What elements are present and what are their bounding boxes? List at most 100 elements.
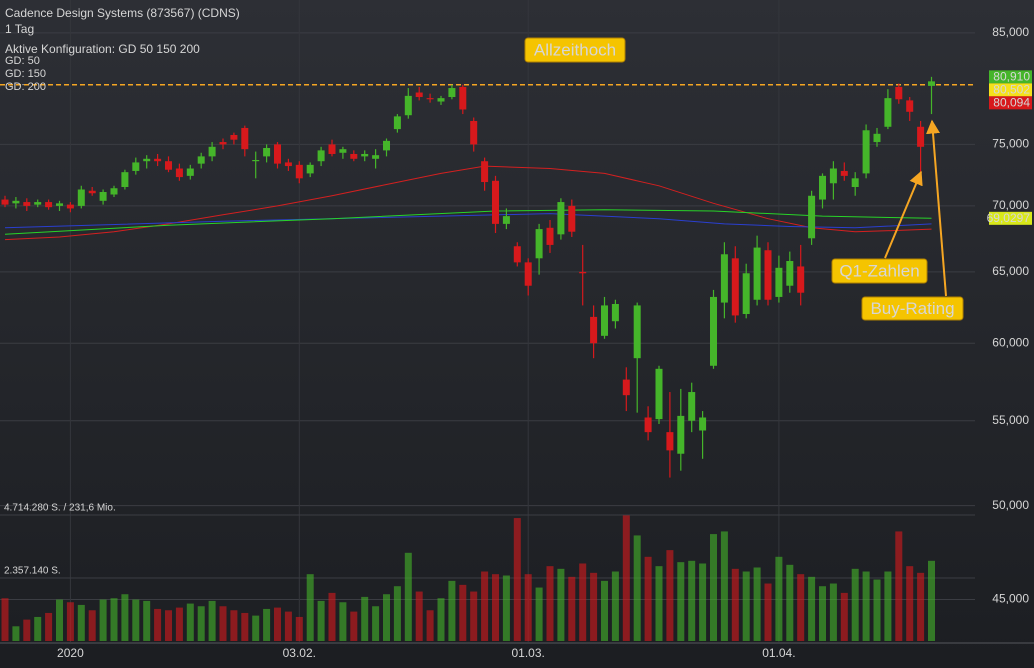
candle-body <box>56 203 63 206</box>
candle-body <box>862 130 870 174</box>
overlay: 85,000 75,000 70,000 65,000 60,000 55,000 50,0… <box>4 25 1032 660</box>
x-tick-label: 03.02. <box>283 646 316 660</box>
volume-bar <box>219 606 227 641</box>
legend-entry: GD: 150 <box>5 68 46 80</box>
volume-bar <box>699 563 707 641</box>
volume-bar <box>23 619 31 641</box>
volume-bar <box>873 579 881 641</box>
volume-bar <box>502 575 510 641</box>
candle-body <box>557 202 565 235</box>
volume-bar <box>884 571 892 641</box>
volume-bar <box>710 534 717 641</box>
price-label: 69,0297 <box>987 211 1031 225</box>
candle-body <box>546 227 554 245</box>
volume-bar <box>829 583 837 641</box>
volume-bar <box>568 576 576 641</box>
volume-bar <box>840 592 848 641</box>
volume-bar <box>579 563 587 641</box>
x-tick-label: 01.04. <box>762 646 795 660</box>
candle-body <box>797 266 805 293</box>
volume-bar <box>263 608 271 641</box>
volume-bar <box>12 626 20 641</box>
volume-bar <box>481 571 489 641</box>
candle-body <box>219 142 227 145</box>
candle-body <box>274 144 281 164</box>
volume-bar <box>328 592 336 641</box>
candle-body <box>611 304 619 322</box>
candle-body <box>415 92 423 98</box>
candle-body <box>851 178 859 188</box>
legend-entry: GD: 50 <box>5 55 40 67</box>
volume-bar <box>459 584 467 641</box>
candle-body <box>710 296 717 366</box>
volume-bar <box>557 568 565 641</box>
candle-body <box>110 188 118 195</box>
volume-bar <box>143 600 151 641</box>
annotation-arrow <box>926 119 947 297</box>
candle-body <box>121 172 129 188</box>
candle-body <box>906 100 914 112</box>
candle-body <box>12 200 20 204</box>
candle-body <box>252 160 260 162</box>
volume-bar <box>720 531 728 641</box>
candle-body <box>154 158 162 162</box>
y-tick-label: 75,000 <box>992 137 1029 151</box>
candle-body <box>470 120 478 145</box>
volume-bar <box>1 598 9 641</box>
volume-bar <box>470 591 478 641</box>
volume-bar <box>121 594 129 641</box>
moving-average <box>4 213 932 229</box>
candle-body <box>513 246 521 263</box>
volume-bar <box>742 571 750 641</box>
volume-bar <box>415 591 423 641</box>
candle-body <box>404 95 412 116</box>
candle-body <box>77 189 85 206</box>
volume-bar <box>175 607 183 641</box>
volume-bar <box>622 515 630 641</box>
volume-bar <box>241 612 249 641</box>
candle-body <box>917 126 925 147</box>
price-label: 80,094 <box>993 96 1030 110</box>
volume-bar <box>88 610 96 641</box>
volume-bar <box>688 560 696 641</box>
candle-body <box>34 202 42 205</box>
volume-bar <box>34 616 42 641</box>
candle-body <box>99 191 107 201</box>
volume-bar <box>99 599 107 641</box>
candle-body <box>633 305 641 359</box>
chart-title: Cadence Design Systems (873567) (CDNS) <box>5 6 240 20</box>
volume-bar <box>372 606 380 641</box>
candle-body <box>775 267 783 297</box>
legend-entry: GD: 200 <box>5 81 46 93</box>
candle-body <box>175 168 183 178</box>
y-tick-label: 55,000 <box>992 413 1029 427</box>
moving-average <box>4 209 932 235</box>
candle-body <box>579 271 587 274</box>
volume-bar <box>513 518 521 641</box>
candle-body <box>688 392 696 421</box>
volume-bar <box>644 556 652 641</box>
y-tick-label: 60,000 <box>992 335 1029 349</box>
volume-bar <box>56 599 63 641</box>
candle-body <box>731 258 739 316</box>
candle-body <box>66 204 74 209</box>
volume-bar <box>448 580 456 641</box>
volume-bar <box>426 610 434 641</box>
candle-body <box>350 153 358 159</box>
volume-bar <box>77 604 85 641</box>
volume-bar <box>66 602 74 641</box>
y-tick-label: 65,000 <box>992 264 1029 278</box>
volume-bar <box>295 616 303 641</box>
price-label: 80,910 <box>993 70 1030 84</box>
volume-bar <box>492 574 499 641</box>
candle-body <box>165 161 172 170</box>
y-tick-label: 50,000 <box>992 498 1029 512</box>
price-label-box <box>989 211 1032 225</box>
volume-bar <box>437 598 445 641</box>
candle-body <box>383 140 390 151</box>
candle-body <box>143 158 151 162</box>
candle-body <box>535 229 543 259</box>
volume-bar <box>590 572 598 641</box>
candle-body <box>328 144 336 154</box>
